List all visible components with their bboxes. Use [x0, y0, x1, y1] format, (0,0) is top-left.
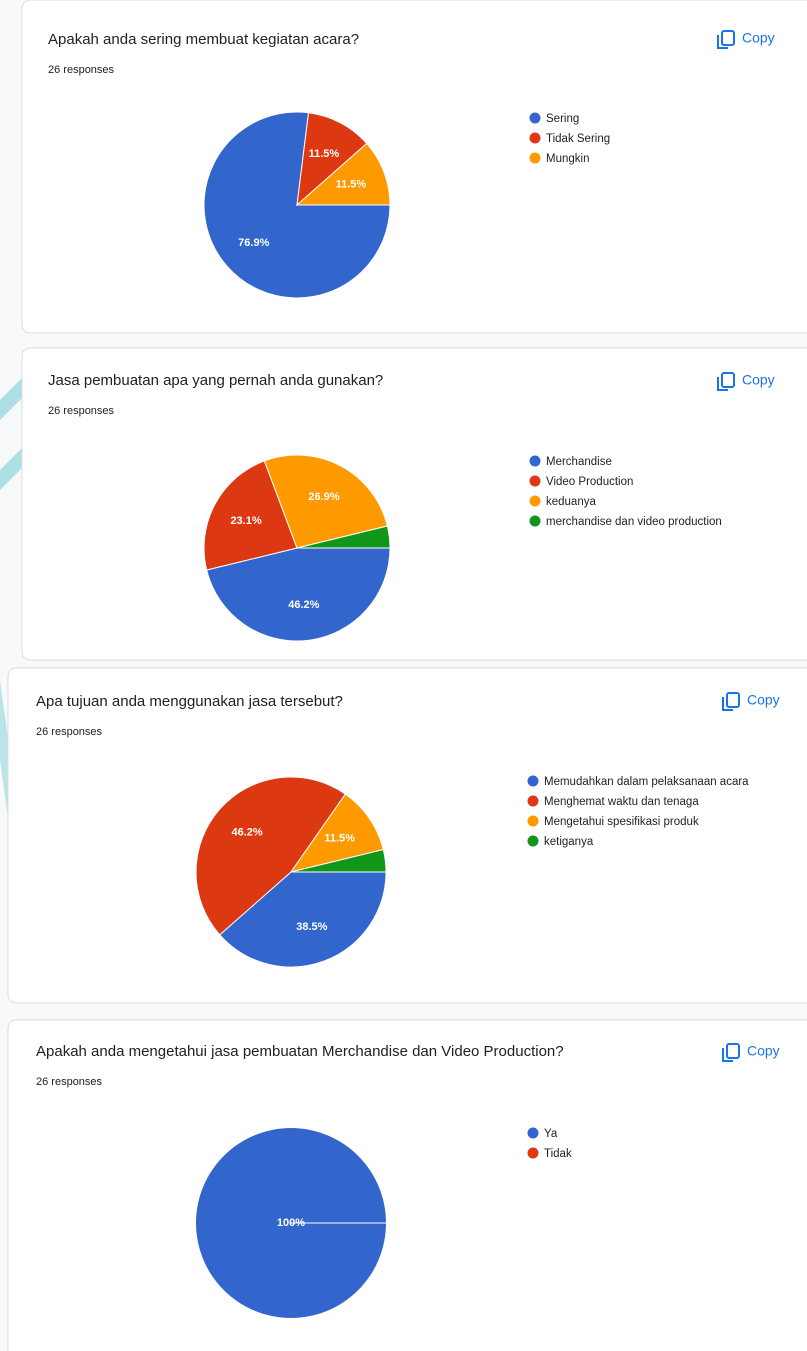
legend-dot	[527, 795, 539, 807]
legend-dot	[529, 475, 541, 487]
legend-label: Mungkin	[546, 153, 589, 165]
legend-label: Memudahkan dalam pelaksanaan acara	[544, 776, 749, 788]
question-title: Apakah anda sering membuat kegiatan acar…	[48, 31, 359, 48]
pie-slice	[295, 142, 391, 206]
question-title: Jasa pembuatan apa yang pernah anda guna…	[48, 372, 383, 389]
card	[7, 667, 807, 1004]
slice-label: 38.5%	[296, 921, 327, 933]
legend-dot	[529, 112, 541, 124]
pie-slice	[206, 547, 391, 642]
legend-dot	[527, 815, 539, 827]
slice-label: 11.5%	[309, 148, 340, 160]
legend-dot	[529, 495, 541, 507]
legend-dot	[527, 835, 539, 847]
question-title: Apakah anda mengetahui jasa pembuatan Me…	[36, 1043, 564, 1060]
legend-label: keduanya	[546, 496, 596, 508]
card	[21, 0, 807, 334]
question-title: Apa tujuan anda menggunakan jasa tersebu…	[36, 693, 343, 710]
slice-label: 11.5%	[324, 833, 355, 845]
legend-label: Merchandise	[546, 456, 612, 468]
slice-label: 11.5%	[336, 179, 367, 191]
copy-icon[interactable]	[726, 1043, 740, 1059]
slice-label: 76.9%	[238, 237, 269, 249]
pie-slice	[289, 793, 384, 873]
copy-icon[interactable]	[722, 1048, 733, 1062]
response-count: 26 responses	[48, 64, 115, 76]
response-count: 26 responses	[48, 405, 115, 417]
copy-icon[interactable]	[717, 35, 728, 49]
slice-label: 46.2%	[231, 827, 262, 839]
pie-slice	[263, 454, 388, 549]
copy-button[interactable]: Copy	[742, 30, 775, 46]
card	[21, 347, 807, 661]
copy-button[interactable]: Copy	[747, 692, 780, 708]
pie-slice	[296, 525, 391, 549]
slice-label: 26.9%	[308, 491, 339, 503]
copy-icon[interactable]	[722, 697, 733, 711]
legend-dot	[529, 132, 541, 144]
slice-label: 23.1%	[230, 515, 261, 527]
legend-dot	[529, 455, 541, 467]
slice-label: 46.2%	[288, 599, 319, 611]
legend-dot	[529, 515, 541, 527]
response-count: 26 responses	[36, 1076, 103, 1088]
pie-slice	[219, 871, 387, 968]
response-count: 26 responses	[36, 726, 103, 738]
legend-dot	[529, 152, 541, 164]
legend-label: Ya	[544, 1128, 558, 1140]
legend-label: Video Production	[546, 476, 633, 488]
legend-dot	[527, 1127, 539, 1139]
pie-slice	[195, 776, 347, 936]
copy-icon[interactable]	[726, 692, 740, 708]
legend-dot	[527, 775, 539, 787]
copy-button[interactable]: Copy	[747, 1043, 780, 1059]
legend-label: Menghemat waktu dan tenaga	[544, 796, 699, 808]
legend-label: Sering	[546, 113, 579, 125]
legend-label: Tidak	[544, 1148, 572, 1160]
legend-label: merchandise dan video production	[546, 516, 722, 528]
legend-label: Mengetahui spesifikasi produk	[544, 816, 699, 828]
legend-label: Tidak Sering	[546, 133, 610, 145]
pie-slice	[203, 460, 298, 571]
copy-button[interactable]: Copy	[742, 372, 775, 388]
copy-icon[interactable]	[721, 30, 735, 46]
pie-slice	[296, 112, 368, 207]
card	[7, 1019, 807, 1351]
legend-dot	[527, 1147, 539, 1159]
copy-icon[interactable]	[717, 377, 728, 391]
pie-slice	[290, 848, 387, 873]
copy-icon[interactable]	[721, 372, 735, 388]
legend-label: ketiganya	[544, 836, 594, 848]
